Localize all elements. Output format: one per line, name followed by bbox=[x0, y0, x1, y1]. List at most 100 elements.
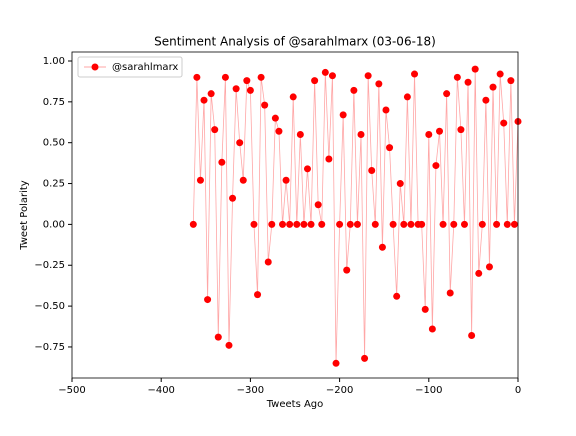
legend-box bbox=[77, 56, 183, 78]
point bbox=[428, 325, 436, 333]
point bbox=[193, 73, 201, 81]
point bbox=[371, 220, 379, 228]
point bbox=[396, 180, 404, 188]
point bbox=[300, 220, 308, 228]
point bbox=[293, 220, 301, 228]
point bbox=[500, 119, 508, 127]
point bbox=[510, 220, 518, 228]
point bbox=[211, 126, 219, 134]
point bbox=[439, 220, 447, 228]
legend-label: @sarahlmarx bbox=[112, 62, 178, 73]
axes-frame bbox=[71, 51, 519, 379]
point bbox=[436, 127, 444, 135]
point bbox=[382, 106, 390, 114]
point bbox=[496, 70, 504, 78]
y-tick-label: 0.50 bbox=[43, 138, 65, 149]
point bbox=[418, 220, 426, 228]
x-tick-label: −100 bbox=[415, 385, 442, 396]
point bbox=[421, 305, 429, 313]
point bbox=[229, 194, 237, 202]
point bbox=[271, 114, 279, 122]
point bbox=[321, 68, 329, 76]
point bbox=[204, 296, 212, 304]
point bbox=[432, 162, 440, 170]
point bbox=[200, 96, 208, 104]
point bbox=[236, 139, 244, 147]
point bbox=[314, 201, 322, 209]
x-tick-label: −300 bbox=[237, 385, 264, 396]
point bbox=[464, 78, 472, 86]
point bbox=[243, 77, 251, 85]
point bbox=[264, 258, 272, 266]
point bbox=[196, 176, 204, 184]
point bbox=[279, 220, 287, 228]
point bbox=[350, 86, 358, 94]
point bbox=[403, 93, 411, 101]
point bbox=[257, 73, 265, 81]
point bbox=[332, 359, 340, 367]
point bbox=[218, 158, 226, 166]
point bbox=[296, 131, 304, 139]
point bbox=[357, 131, 365, 139]
point bbox=[443, 90, 451, 98]
point bbox=[232, 85, 240, 93]
point bbox=[507, 77, 515, 85]
point bbox=[268, 220, 276, 228]
point bbox=[353, 220, 361, 228]
point bbox=[303, 165, 311, 173]
point bbox=[214, 333, 222, 341]
point bbox=[386, 144, 394, 152]
y-tick-label: −0.50 bbox=[34, 301, 65, 312]
point bbox=[393, 292, 401, 300]
point bbox=[336, 220, 344, 228]
point bbox=[485, 263, 493, 271]
point bbox=[493, 220, 501, 228]
point bbox=[446, 289, 454, 297]
point bbox=[307, 220, 315, 228]
point bbox=[364, 72, 372, 80]
point bbox=[411, 70, 419, 78]
x-axis-label: Tweets Ago bbox=[266, 399, 324, 410]
point bbox=[189, 220, 197, 228]
point bbox=[246, 86, 254, 94]
x-tick-label: 0 bbox=[515, 385, 521, 396]
legend-marker bbox=[91, 63, 99, 71]
point bbox=[328, 72, 336, 80]
x-tick-label: −200 bbox=[326, 385, 353, 396]
point bbox=[318, 220, 326, 228]
point bbox=[339, 111, 347, 119]
point bbox=[225, 341, 233, 349]
point bbox=[425, 131, 433, 139]
chart-title: Sentiment Analysis of @sarahlmarx (03-06… bbox=[154, 35, 436, 49]
point bbox=[457, 126, 465, 134]
point bbox=[478, 220, 486, 228]
point bbox=[261, 101, 269, 109]
point bbox=[468, 332, 476, 340]
y-tick-label: −0.75 bbox=[34, 342, 65, 353]
point bbox=[368, 166, 376, 174]
point bbox=[221, 73, 229, 81]
point bbox=[289, 93, 297, 101]
y-tick-label: 0.75 bbox=[43, 97, 65, 108]
point bbox=[471, 65, 479, 73]
point bbox=[286, 220, 294, 228]
point bbox=[375, 80, 383, 88]
y-tick-label: 1.00 bbox=[43, 56, 65, 67]
point bbox=[475, 269, 483, 277]
point bbox=[453, 73, 461, 81]
point bbox=[207, 90, 215, 98]
point bbox=[503, 220, 511, 228]
y-tick-label: −0.25 bbox=[34, 260, 65, 271]
point bbox=[325, 155, 333, 163]
point bbox=[407, 220, 415, 228]
y-axis-label: Tweet Polarity bbox=[19, 180, 30, 251]
point bbox=[311, 77, 319, 85]
y-tick-label: 0.25 bbox=[43, 179, 65, 190]
point bbox=[250, 220, 258, 228]
point bbox=[460, 220, 468, 228]
point bbox=[482, 96, 490, 104]
point bbox=[239, 176, 247, 184]
x-tick-label: −400 bbox=[147, 385, 174, 396]
point bbox=[400, 220, 408, 228]
